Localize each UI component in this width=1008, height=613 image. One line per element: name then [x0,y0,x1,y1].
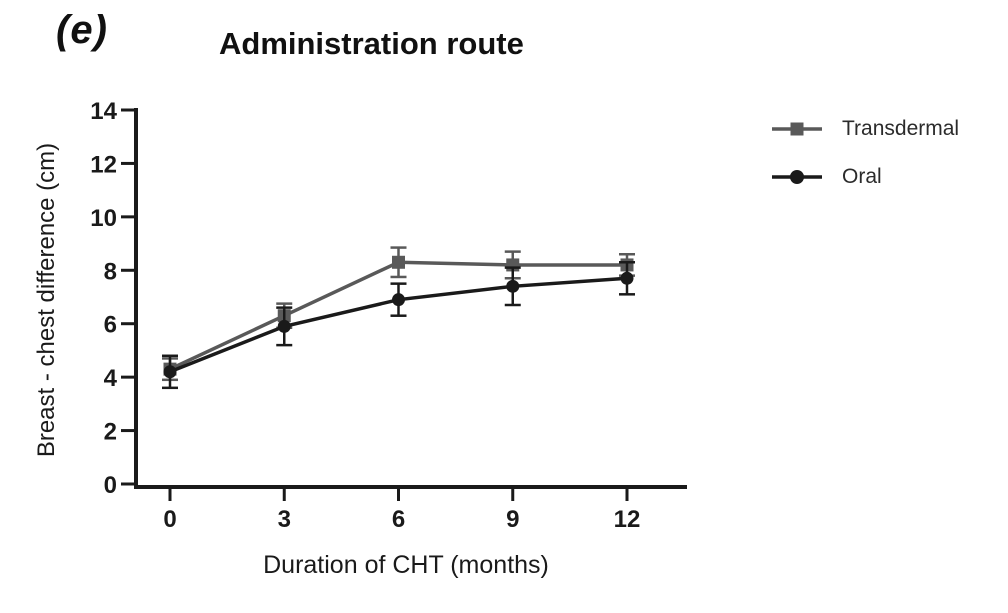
x-tick-label: 9 [506,506,519,533]
y-tick-label: 4 [104,365,118,392]
y-tick-label: 10 [90,205,117,232]
legend-item-transdermal: Transdermal [772,114,959,144]
x-axis-title: Duration of CHT (months) [263,551,549,579]
data-point-circle [277,319,291,333]
x-tick-label: 12 [614,506,641,533]
data-point-circle [506,279,520,293]
panel-label: (e) [56,8,108,52]
data-point-circle [163,365,177,379]
legend-label-transdermal: Transdermal [842,117,960,140]
data-point-circle [392,293,405,307]
data-point-circle [620,271,634,285]
circle-marker-icon [772,170,822,184]
y-tick-label: 8 [104,258,117,285]
y-tick-label: 2 [104,419,117,446]
y-tick-label: 12 [90,151,117,178]
legend-label-oral: Oral [842,165,882,188]
data-point-square [392,255,405,269]
legend-item-oral: Oral [772,162,959,192]
chart-title: Administration route [219,26,524,61]
x-tick-label: 3 [278,506,291,533]
x-tick-label: 0 [163,506,176,533]
square-marker-icon [772,122,822,136]
x-tick-label: 6 [392,506,405,533]
y-tick-label: 0 [104,472,117,499]
legend: Transdermal Oral [772,114,959,210]
y-tick-label: 14 [90,98,117,125]
y-tick-label: 6 [104,312,117,339]
